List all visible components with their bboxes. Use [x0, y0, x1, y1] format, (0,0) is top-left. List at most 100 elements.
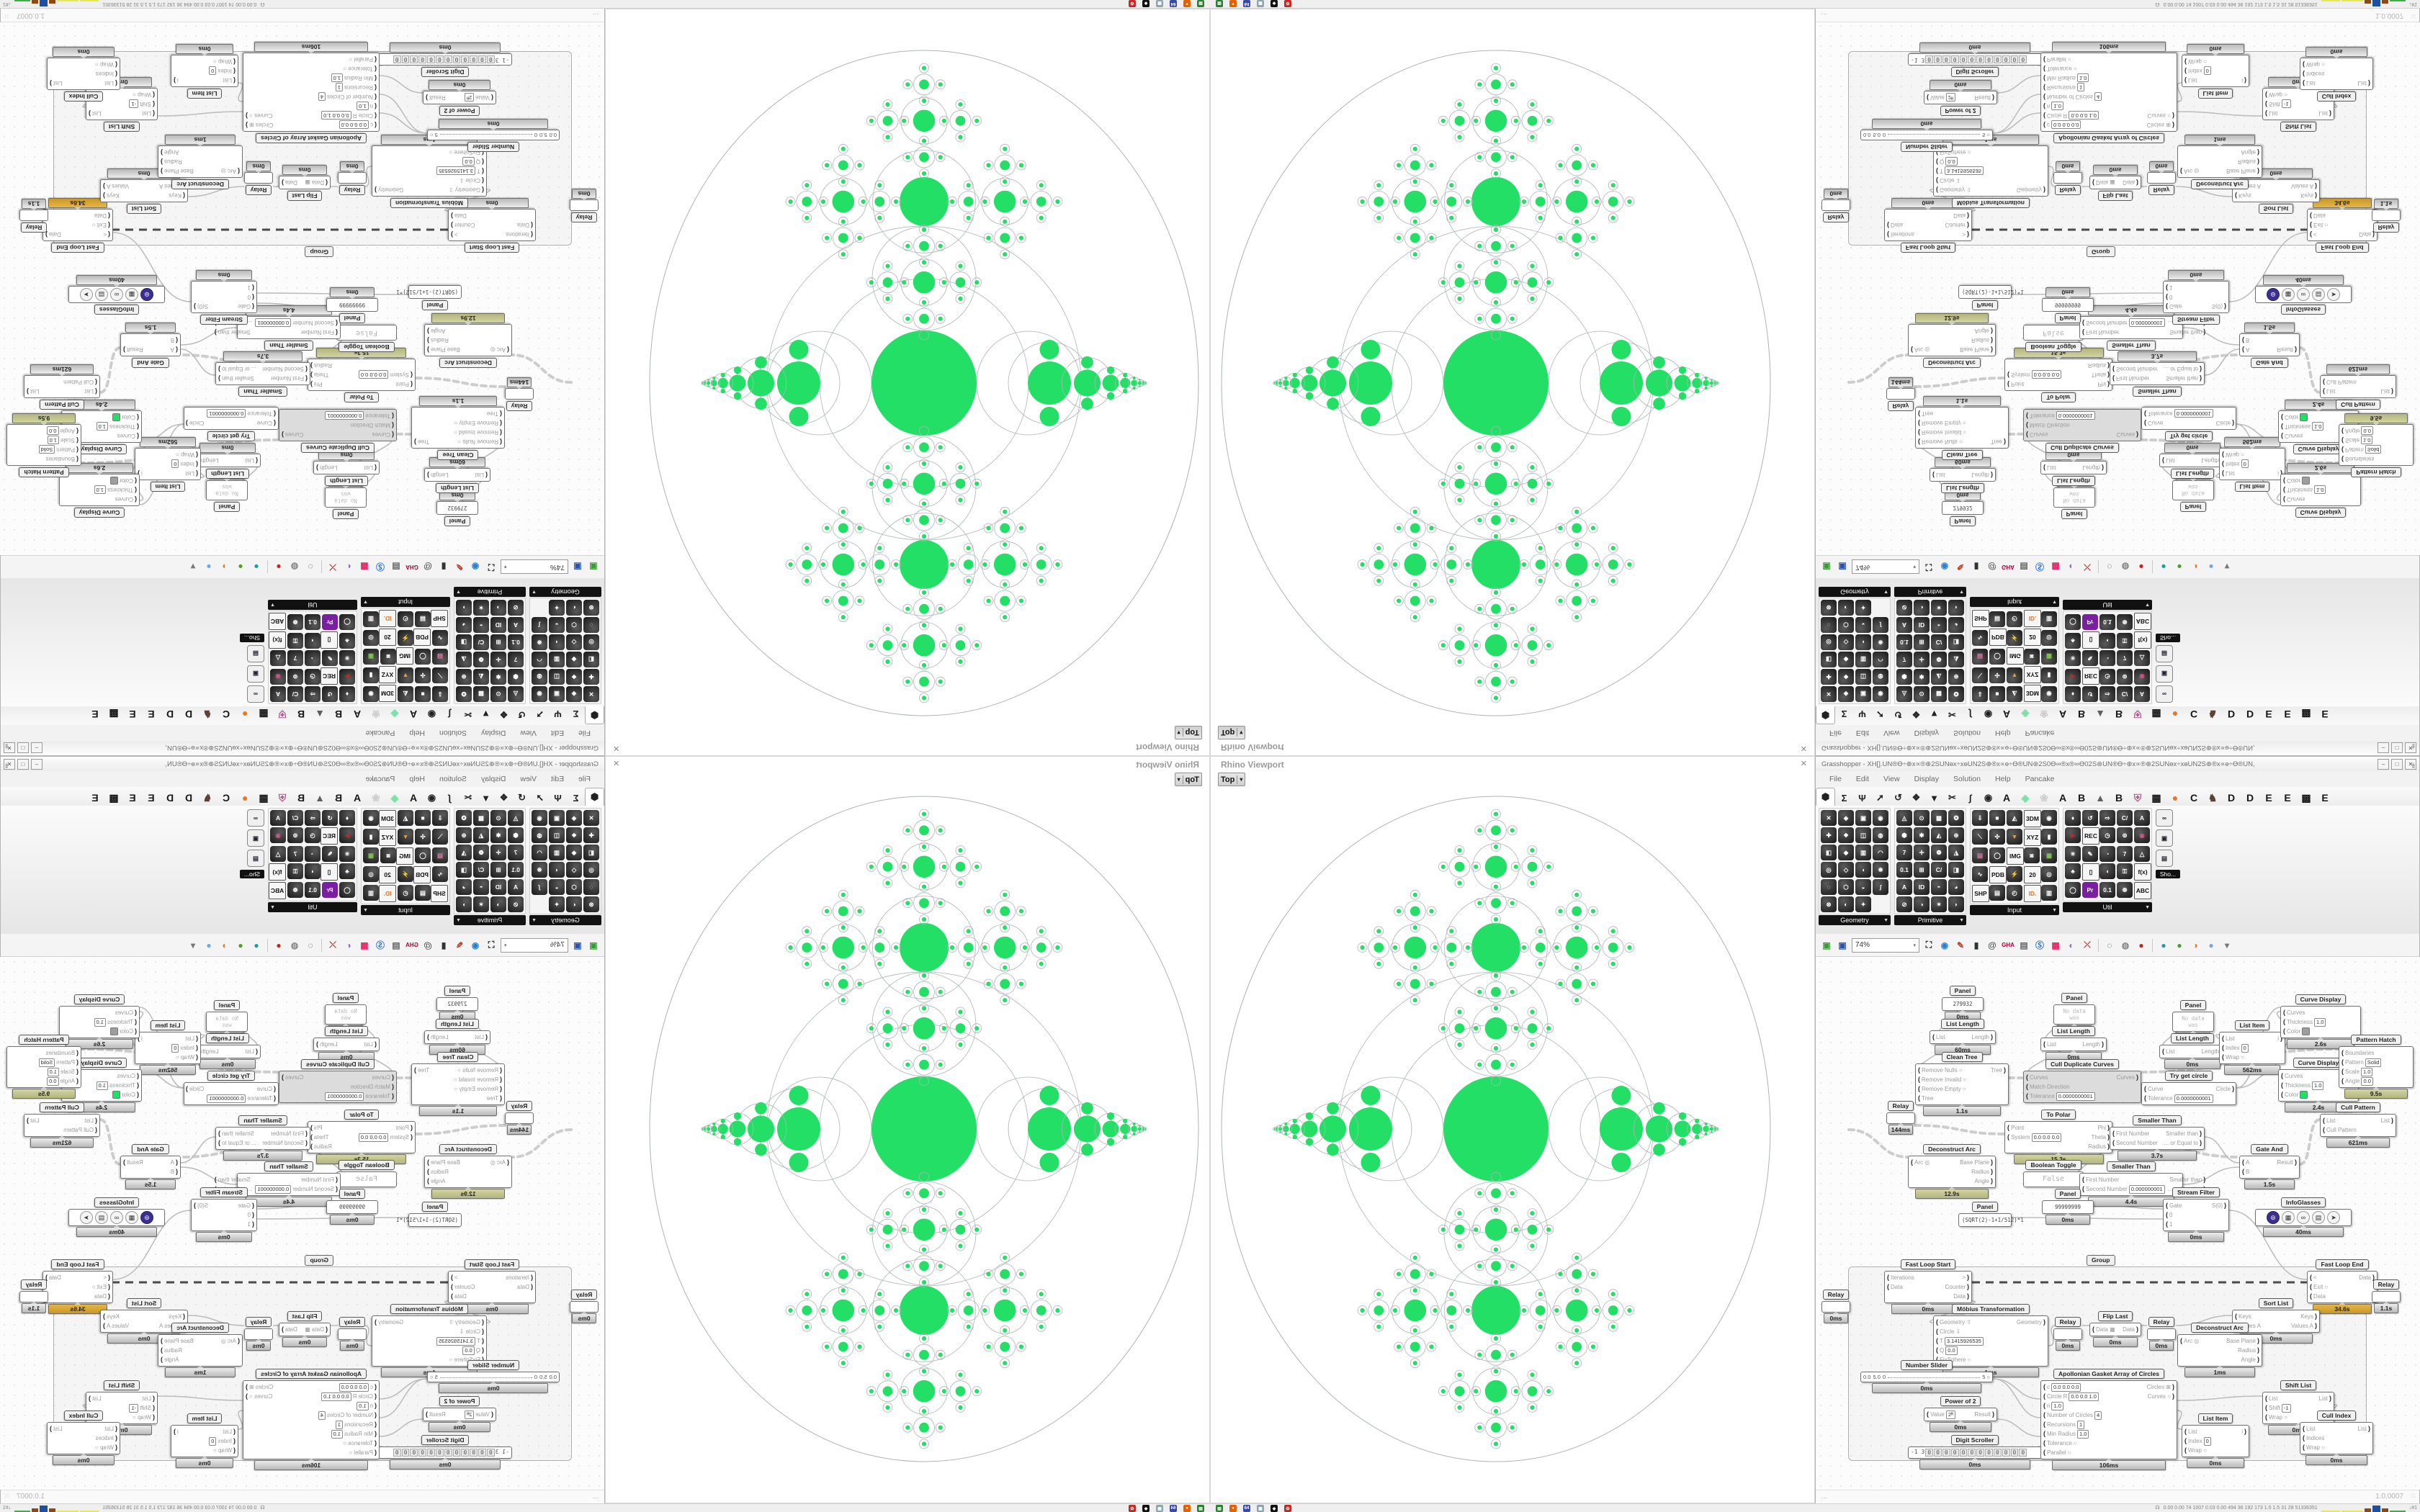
- component-icon[interactable]: ♦: [339, 810, 355, 826]
- tab-main-1[interactable]: Σ: [573, 792, 579, 804]
- tab-main-3[interactable]: ➚: [536, 709, 544, 720]
- component-icon[interactable]: ◬: [508, 810, 524, 826]
- node-relay[interactable]: Relay 0ms: [570, 1290, 599, 1323]
- component-icon[interactable]: ⚿: [287, 863, 303, 879]
- component-icon[interactable]: ▦: [2041, 649, 2057, 665]
- component-icon[interactable]: ▥: [1855, 845, 1871, 860]
- node-try-get-circle[interactable]: Try get circle(Curve(Tolerance 0.00000000…: [2141, 407, 2236, 441]
- component-icon[interactable]: ▥: [1855, 652, 1871, 667]
- component-icon[interactable]: ☸: [2117, 614, 2133, 630]
- component-icon[interactable]: ⇩: [1972, 810, 1988, 826]
- close-button[interactable]: ✕: [2405, 759, 2416, 770]
- component-icon[interactable]: ◍: [532, 669, 547, 685]
- component-icon[interactable]: ◔: [2099, 650, 2115, 666]
- component-icon[interactable]: ⟍: [1972, 667, 1988, 683]
- component-icon[interactable]: ◖: [1855, 634, 1871, 650]
- viewport-view-button[interactable]: Top ▾: [1174, 773, 1202, 786]
- component-icon[interactable]: ▤: [432, 649, 448, 665]
- component-icon[interactable]: 0.1: [1896, 862, 1912, 878]
- component-icon[interactable]: ▤: [1972, 649, 1988, 665]
- calculator-icon[interactable]: ▦: [1257, 0, 1264, 7]
- node-relay[interactable]: Relay 144ms: [1886, 1101, 1915, 1135]
- tab-plugin-15[interactable]: E: [2284, 708, 2291, 720]
- component-icon[interactable]: ✦: [1855, 600, 1871, 616]
- resize-grip-icon[interactable]: ⁙: [4, 12, 10, 19]
- component-icon[interactable]: ◭: [398, 686, 413, 702]
- component-icon[interactable]: ◮: [456, 845, 472, 860]
- tab-plugin-0[interactable]: A: [2002, 792, 2011, 804]
- tab-plugin-16[interactable]: ▩: [109, 791, 119, 804]
- sketch-icon[interactable]: ▤: [392, 562, 400, 572]
- node-panel[interactable]: Panel 99999999 0ms: [2042, 1189, 2094, 1225]
- tab-plugin-12[interactable]: D: [184, 708, 193, 720]
- eye-icon[interactable]: ◉: [1940, 940, 1949, 950]
- component-icon[interactable]: △: [2134, 846, 2150, 862]
- teal-pin-icon[interactable]: ●: [254, 940, 259, 950]
- component-icon[interactable]: ✳: [2065, 650, 2081, 666]
- component-icon[interactable]: ⇨: [2099, 686, 2115, 702]
- tab-main-9[interactable]: ◉: [1984, 792, 1993, 803]
- tab-plugin-12[interactable]: D: [2227, 792, 2236, 804]
- caret-icon[interactable]: ▾: [190, 940, 196, 950]
- component-icon[interactable]: ▯: [321, 863, 338, 881]
- frame-icon[interactable]: ⛶: [488, 562, 495, 572]
- component-icon[interactable]: ▦: [363, 847, 379, 863]
- component-icon[interactable]: ◆: [1838, 845, 1854, 860]
- tab-plugin-13[interactable]: D: [2246, 792, 2254, 804]
- node-infoglasses[interactable]: InfoGlasses ⊜ ▦ ∞ ▤ ➤ 40ms: [68, 1197, 165, 1237]
- component-icon[interactable]: ▥: [549, 845, 565, 860]
- floppy-64-icon[interactable]: 64: [1170, 0, 1177, 7]
- node-apollonian-gasket-array-of-circles[interactable]: Apollonian Gasket Array of Circles(c 0.0 …: [2040, 1369, 2177, 1470]
- component-icon[interactable]: ▮: [363, 667, 379, 683]
- paint-icon[interactable]: ✎: [1956, 562, 1965, 572]
- node-cull-index[interactable]: Cull Index(List(Indices(Wrap ○ List) 0ms: [47, 1410, 120, 1465]
- component-icon[interactable]: ⇨: [2099, 810, 2115, 826]
- tab-main-2[interactable]: Ψ: [1858, 792, 1866, 804]
- teal-pin-icon[interactable]: ●: [254, 562, 259, 572]
- component-icon[interactable]: SHP: [431, 610, 448, 627]
- goggles-icon[interactable]: ∞: [247, 809, 264, 827]
- node-relay[interactable]: Relay 0ms: [2147, 1317, 2176, 1351]
- component-icon[interactable]: ABC: [269, 882, 286, 899]
- component-icon[interactable]: ✶: [473, 896, 489, 912]
- component-icon[interactable]: ▯: [321, 631, 338, 649]
- save-file-icon[interactable]: ▣: [1838, 940, 1847, 950]
- component-icon[interactable]: ◆: [566, 652, 582, 667]
- menu-item-edit[interactable]: Edit: [550, 775, 565, 783]
- component-icon[interactable]: ▩: [1931, 810, 1947, 826]
- tab-main-2[interactable]: Ψ: [554, 792, 562, 804]
- node-list-length[interactable]: List Length(List Length) 60ms: [424, 1019, 490, 1055]
- component-icon[interactable]: ʃ: [1873, 617, 1888, 633]
- component-icon[interactable]: ◈: [566, 810, 582, 826]
- component-icon[interactable]: ✚: [583, 669, 599, 685]
- node-cull-pattern[interactable]: Cull Pattern(List(Cull Pattern List) 621ms: [24, 1102, 100, 1148]
- component-icon[interactable]: ↺: [2082, 810, 2098, 826]
- component-icon[interactable]: ◓: [1931, 879, 1947, 895]
- component-icon[interactable]: ▦: [2041, 847, 2057, 863]
- node-deconstruct-arc[interactable]: Deconstruct Arc(Arc ◎ Base Plane) Radius) A…: [1908, 1144, 1996, 1199]
- component-icon[interactable]: ◍: [1873, 669, 1888, 685]
- firefox-icon[interactable]: ●: [1183, 0, 1191, 7]
- tab-main-8[interactable]: ʃ: [448, 792, 452, 804]
- component-icon[interactable]: ▥: [363, 885, 379, 901]
- grasshopper-titlebar[interactable]: Grasshopper - XH[].UN®Ɵ÷⊕x∝®⊕2SUNɵx÷xɵUN…: [1, 741, 604, 755]
- menu-item-view[interactable]: View: [520, 729, 537, 737]
- palette-footer-geometry[interactable]: Geometry ▼: [1819, 915, 1891, 925]
- grasshopper-titlebar[interactable]: Grasshopper - XH[].UN®Ɵ÷⊕x∝®⊕2SUNɵx÷xɵUN…: [1816, 741, 2419, 755]
- floppy-64-icon[interactable]: 64: [1170, 1505, 1177, 1512]
- component-icon[interactable]: ⇨: [305, 686, 321, 702]
- component-icon[interactable]: IMG: [396, 647, 413, 665]
- component-icon[interactable]: ID: [490, 879, 506, 895]
- tab-plugin-9[interactable]: ●: [241, 792, 248, 804]
- camera-icon[interactable]: ▮: [1973, 940, 1979, 950]
- sketch-icon[interactable]: ▤: [2020, 940, 2028, 950]
- tab-main-5[interactable]: ❖: [1912, 709, 1921, 720]
- component-icon[interactable]: ✕: [583, 810, 599, 826]
- pink-box-icon[interactable]: ▦: [360, 562, 369, 572]
- component-icon[interactable]: ▥: [549, 652, 565, 667]
- component-icon[interactable]: ❖: [566, 827, 582, 843]
- tab-plugin-3[interactable]: A: [2058, 792, 2067, 804]
